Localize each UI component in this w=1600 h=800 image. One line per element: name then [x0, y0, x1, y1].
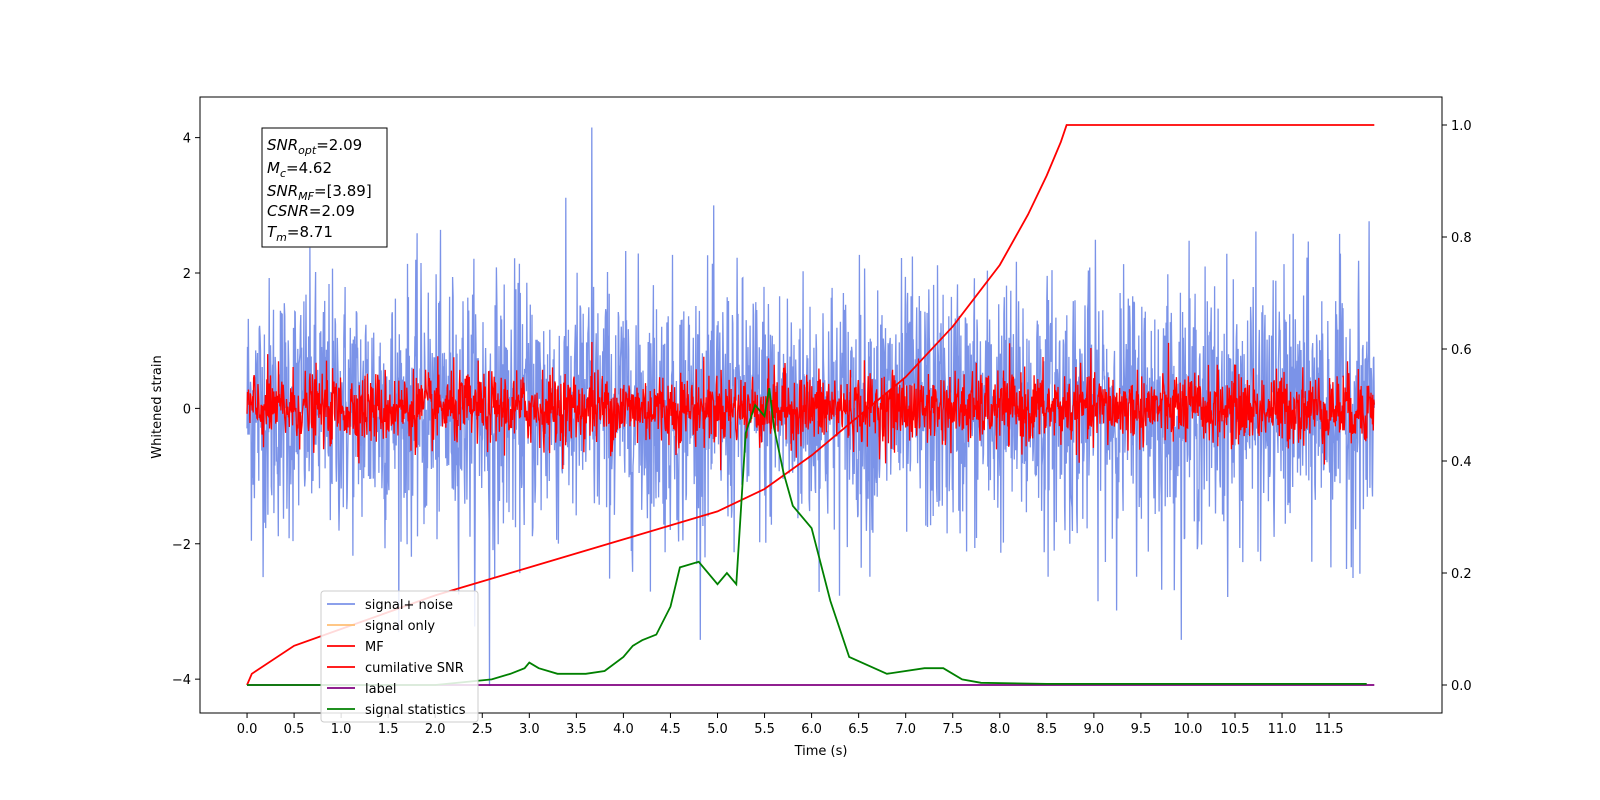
- axes: 0.0 0.5 1.0 1.5 2.0 2.5 3.0 3.5 4.0 4.5 5.0 5.5 6.0 6…: [172, 96, 1472, 737]
- series-mf: [246, 341, 1375, 471]
- series-signal-statistics: [247, 388, 1367, 686]
- x-tick-label: 2.0: [425, 722, 446, 737]
- y-axis-label: Whitened strain: [150, 355, 165, 458]
- x-tick-label: 11.5: [1315, 722, 1344, 737]
- x-tick-label: 11.0: [1268, 722, 1297, 737]
- legend-label: label: [365, 682, 396, 697]
- x-tick-label: 10.5: [1221, 722, 1250, 737]
- x-tick-label: 2.5: [472, 722, 493, 737]
- y-tick-label: −2: [172, 538, 191, 553]
- axes-frame: [199, 96, 1443, 714]
- x-tick-label: 7.0: [895, 722, 916, 737]
- x-tick-label: 4.5: [660, 722, 681, 737]
- x-tick-label: 6.0: [801, 722, 822, 737]
- x-tick-label: 4.0: [613, 722, 634, 737]
- x-tick-label: 5.0: [707, 722, 728, 737]
- x-tick-label: 9.5: [1131, 722, 1152, 737]
- annotation-box: SNRopt=2.09 Mc=4.62 SNRMF=[3.89] CSNR=2.…: [261, 127, 388, 248]
- x-tick-label: 1.0: [331, 722, 352, 737]
- y2-tick-label: 0.8: [1451, 231, 1472, 246]
- y2-tick-label: 0.6: [1451, 343, 1472, 358]
- y-tick-label: −4: [172, 673, 191, 688]
- annotation-snr-mf: SNRMF=[3.89]: [267, 182, 372, 203]
- annotation-csnr: CSNR=2.09: [267, 202, 355, 220]
- y-tick-label: 4: [183, 132, 191, 147]
- y-tick-label: 2: [183, 267, 191, 282]
- legend-label: signal+ noise: [365, 598, 453, 613]
- annotation-mc: Mc=4.62: [267, 159, 332, 180]
- legend-label: signal statistics: [365, 703, 466, 718]
- x-tick-label: 7.5: [942, 722, 963, 737]
- y2-tick-label: 0.2: [1451, 567, 1472, 582]
- x-tick-label: 3.5: [566, 722, 587, 737]
- y2-tick-label: 0.0: [1451, 679, 1472, 694]
- x-tick-label: 6.5: [848, 722, 869, 737]
- legend-label: MF: [365, 640, 384, 655]
- x-tick-label: 1.5: [378, 722, 399, 737]
- y2-tick-label: 0.4: [1451, 455, 1472, 470]
- x-tick-label: 8.5: [1036, 722, 1057, 737]
- annotation-snr-opt: SNRopt=2.09: [267, 136, 362, 157]
- x-tick-label: 10.0: [1173, 722, 1202, 737]
- x-tick-label: 9.0: [1084, 722, 1105, 737]
- x-tick-label: 8.0: [989, 722, 1010, 737]
- y2-tick-label: 1.0: [1451, 119, 1472, 134]
- x-tick-label: 0.5: [284, 722, 305, 737]
- x-tick-label: 5.5: [754, 722, 775, 737]
- x-axis-label: Time (s): [794, 744, 848, 759]
- annotation-tm: Tm=8.71: [267, 223, 333, 244]
- legend: signal+ noise signal only MF cumilative SNR…: [320, 590, 479, 723]
- legend-label: signal only: [365, 619, 435, 634]
- x-tick-label: 3.0: [519, 722, 540, 737]
- x-tick-label: 0.0: [237, 722, 258, 737]
- y-tick-label: 0: [183, 402, 191, 417]
- legend-label: cumilative SNR: [365, 661, 464, 676]
